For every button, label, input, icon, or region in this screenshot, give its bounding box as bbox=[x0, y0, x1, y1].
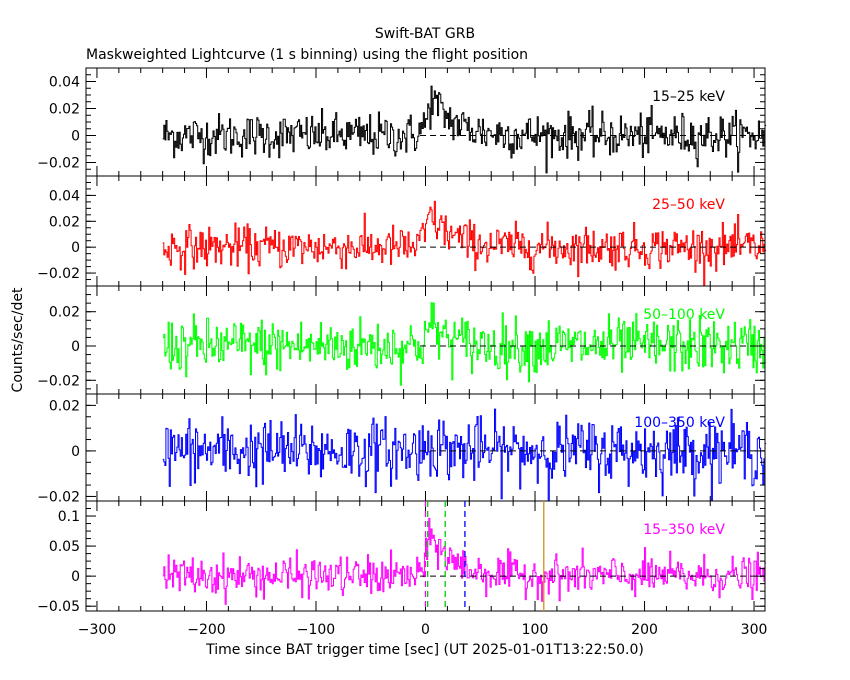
x-axis-label: Time since BAT trigger time [sec] (UT 20… bbox=[205, 642, 644, 658]
panel-frame-3 bbox=[85, 285, 766, 395]
lightcurve-series-1 bbox=[162, 85, 767, 174]
y-tick-label: 0.02 bbox=[49, 214, 80, 230]
y-tick-label: 0.02 bbox=[49, 102, 80, 118]
x-tick-label: 100 bbox=[522, 622, 549, 638]
x-tick-label: 0 bbox=[421, 622, 430, 638]
lightcurve-series-2 bbox=[162, 200, 767, 287]
chart-subtitle: Maskweighted Lightcurve (1 s binning) us… bbox=[86, 47, 528, 63]
energy-band-label-5: 15–350 keV bbox=[643, 522, 725, 538]
y-tick-label: −0.02 bbox=[37, 489, 80, 505]
x-tick-label: −200 bbox=[187, 622, 225, 638]
y-tick-label: 0 bbox=[71, 129, 80, 145]
panels-group: −0.02 0 0.02 0.04 15–25 keV −0.02 0 0.02 0.04 25–… bbox=[37, 67, 768, 638]
energy-band-label-4: 100–350 keV bbox=[634, 415, 725, 431]
y-tick-label: 0.1 bbox=[58, 509, 80, 525]
y-tick-label: −0.02 bbox=[37, 156, 80, 172]
y-tick-label: 0 bbox=[71, 240, 80, 256]
x-tick-label: −300 bbox=[78, 622, 116, 638]
y-tick-label: −0.05 bbox=[37, 599, 80, 615]
lightcurve-series-5 bbox=[162, 517, 767, 605]
y-tick-label: 0 bbox=[71, 444, 80, 460]
lightcurve-series-3 bbox=[162, 302, 767, 386]
y-tick-label: −0.02 bbox=[37, 373, 80, 389]
energy-band-label-1: 15–25 keV bbox=[652, 89, 725, 105]
y-tick-label: 0.05 bbox=[49, 539, 80, 555]
x-tick-label: −100 bbox=[297, 622, 335, 638]
y-axis-label: Counts/sec/det bbox=[10, 287, 26, 392]
energy-band-label-3: 50–100 keV bbox=[643, 307, 725, 323]
y-tick-label: 0.02 bbox=[49, 398, 80, 414]
y-tick-label: −0.02 bbox=[37, 266, 80, 282]
y-tick-label: 0.04 bbox=[49, 188, 80, 204]
y-tick-label: 0.04 bbox=[49, 75, 80, 91]
y-tick-label: 0 bbox=[71, 569, 80, 585]
y-tick-label: 0 bbox=[71, 339, 80, 355]
y-tick-label: 0.02 bbox=[49, 305, 80, 321]
x-tick-label: 200 bbox=[631, 622, 658, 638]
energy-band-label-2: 25–50 keV bbox=[652, 197, 725, 213]
chart-title: Swift-BAT GRB bbox=[375, 26, 475, 42]
x-tick-label: 300 bbox=[741, 622, 768, 638]
